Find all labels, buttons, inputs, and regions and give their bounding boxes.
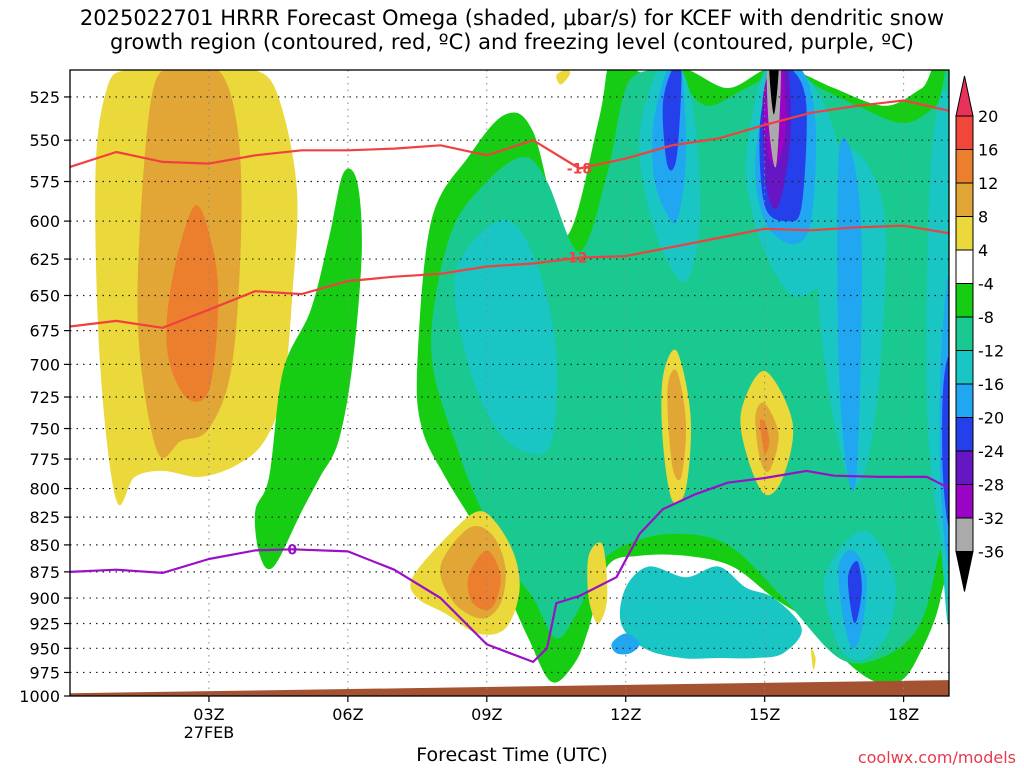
colorbar-segment-12 — [955, 484, 974, 519]
colorbar-segment-11 — [955, 450, 974, 485]
chart-title-line-1: 2025022701 HRRR Forecast Omega (shaded, … — [79, 6, 945, 30]
colorbar-segment-1 — [955, 115, 974, 150]
y-tick-label-800: 800 — [29, 480, 60, 499]
y-tick-label-675: 675 — [29, 322, 60, 341]
y-tick-label-625: 625 — [29, 250, 60, 269]
colorbar-segment-9 — [955, 383, 974, 418]
omega-region-29 — [467, 550, 501, 611]
colorbar-segment-4 — [955, 216, 974, 251]
omega-region-21 — [847, 560, 862, 624]
y-tick-label-975: 975 — [29, 663, 60, 682]
y-tick-label-725: 725 — [29, 388, 60, 407]
omega-region-26 — [769, 70, 779, 115]
colorbar-label--20: -20 — [978, 409, 1004, 428]
colorbar-label--24: -24 — [978, 442, 1004, 461]
contour-label-0: 0 — [287, 542, 297, 558]
y-tick-label-825: 825 — [29, 508, 60, 527]
y-tick-label-850: 850 — [29, 536, 60, 555]
colorbar-label-4: 4 — [978, 241, 988, 260]
contour-layer: -18 -12 0 — [70, 99, 949, 663]
colorbar-label--4: -4 — [978, 275, 994, 294]
colorbar-label-8: 8 — [978, 208, 988, 227]
contour-label--18: -18 — [567, 161, 592, 177]
omega-shading-layer — [95, 70, 949, 685]
chart-title: 2025022701 HRRR Forecast Omega (shaded, … — [0, 6, 1024, 54]
colorbar-segment-6 — [955, 283, 974, 318]
colorbar-label--12: -12 — [978, 342, 1004, 361]
plot-frame — [69, 69, 950, 697]
x-tick-sublabel-27FEB: 27FEB — [184, 723, 235, 740]
y-tick-label-1000: 1000 — [19, 687, 60, 706]
chart-title-line-2: growth region (contoured, red, ºC) and f… — [110, 30, 914, 54]
x-tick-label-03Z: 03Z — [193, 705, 224, 724]
x-tick-label-06Z: 06Z — [332, 705, 363, 724]
colorbar-segment-7 — [955, 316, 974, 351]
omega-region-36 — [556, 70, 571, 85]
colorbar-label-20: 20 — [978, 107, 998, 126]
y-tick-label-550: 550 — [29, 131, 60, 150]
y-tick-label-575: 575 — [29, 173, 60, 192]
x-tick-label-18Z: 18Z — [888, 705, 919, 724]
x-axis-label: Forecast Time (UTC) — [416, 744, 608, 766]
colorbar-label--28: -28 — [978, 476, 1004, 495]
omega-region-2 — [166, 204, 219, 402]
y-tick-label-925: 925 — [29, 615, 60, 634]
omega-region-25 — [766, 70, 781, 168]
omega-region-6 — [454, 219, 558, 455]
contour-label--12: -12 — [562, 251, 587, 267]
omega-region-35 — [760, 419, 770, 454]
y-tick-label-900: 900 — [29, 589, 60, 608]
omega-region-30 — [587, 542, 608, 624]
x-tick-label-09Z: 09Z — [471, 705, 502, 724]
y-tick-label-650: 650 — [29, 287, 60, 306]
colorbar-label--36: -36 — [978, 543, 1004, 562]
colorbar-segment-2 — [955, 149, 974, 184]
colorbar: 20 16 12 8 4 -4 -8 -12 -16 -20 -24 -28 -32 -36 — [955, 75, 1004, 592]
x-tick-label-15Z: 15Z — [749, 705, 780, 724]
colorbar-top-arrow — [955, 75, 974, 117]
y-tick-label-750: 750 — [29, 420, 60, 439]
y-tick-label-950: 950 — [29, 639, 60, 658]
contour-line--12 — [70, 224, 949, 329]
colorbar-label--16: -16 — [978, 375, 1004, 394]
credit-text: coolwx.com/models — [857, 748, 1016, 767]
y-axis: 525 550 575 600 625 650 675 700 725 750 775 800 825 8… — [19, 88, 70, 706]
colorbar-segment-13 — [955, 517, 974, 552]
contour-line--18 — [70, 99, 949, 170]
colorbar-label-12: 12 — [978, 174, 998, 193]
omega-region-37 — [810, 648, 816, 670]
colorbar-label--8: -8 — [978, 308, 994, 327]
terrain-layer — [70, 680, 949, 696]
forecast-cross-section-chart: -18 -12 0 525 550 575 600 625 650 675 700 725 750 77… — [19, 69, 1004, 740]
colorbar-segment-3 — [955, 182, 974, 217]
x-tick-label-12Z: 12Z — [610, 705, 641, 724]
omega-region-17 — [611, 633, 640, 655]
colorbar-label--32: -32 — [978, 509, 1004, 528]
colorbar-segment-10 — [955, 417, 974, 452]
y-tick-label-775: 775 — [29, 450, 60, 469]
colorbar-bottom-arrow — [955, 551, 974, 592]
x-axis: 03Z27FEB202506Z09Z12Z15Z18Z — [184, 696, 919, 740]
grid-layer — [70, 70, 949, 696]
omega-region-7 — [619, 566, 802, 659]
omega-region-15 — [837, 137, 863, 492]
y-tick-label-875: 875 — [29, 563, 60, 582]
contour-line-0 — [70, 469, 949, 663]
colorbar-label-16: 16 — [978, 141, 998, 160]
terrain-surface — [70, 680, 949, 696]
y-tick-label-600: 600 — [29, 212, 60, 231]
colorbar-segment-5 — [955, 249, 974, 284]
y-tick-label-700: 700 — [29, 355, 60, 374]
y-tick-label-525: 525 — [29, 88, 60, 107]
colorbar-segment-8 — [955, 350, 974, 385]
omega-region-3 — [254, 168, 362, 570]
